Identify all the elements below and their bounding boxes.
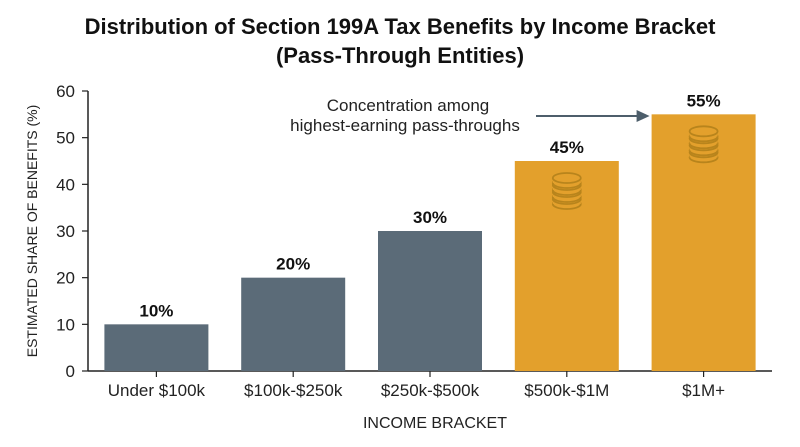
coin-top	[688, 125, 719, 138]
y-tick-label: 20	[56, 269, 75, 288]
annotation-line-1: Concentration among	[327, 96, 490, 115]
data-label: 55%	[687, 91, 721, 110]
data-label: 20%	[276, 255, 310, 274]
x-axis-title: INCOME BRACKET	[363, 415, 507, 432]
coin-top	[551, 172, 582, 184]
y-tick-label: 60	[56, 82, 75, 101]
y-tick-label: 30	[56, 222, 75, 241]
annotation-arrow-head	[636, 110, 650, 122]
data-labels: 10% 20% 30% 45% 55%	[139, 91, 720, 320]
coin-stack-icon	[551, 172, 582, 210]
bar	[241, 277, 346, 371]
data-label: 45%	[550, 138, 584, 157]
y-axis-title: ESTIMATED SHARE OF BENEFITS (%)	[24, 105, 40, 358]
annotation-line-2: highest-earning pass-throughs	[290, 116, 520, 135]
bar	[378, 231, 482, 371]
data-label: 30%	[413, 208, 447, 227]
data-label: 10%	[139, 301, 173, 320]
coin-stack-icon	[688, 125, 719, 164]
y-tick-label: 0	[66, 362, 75, 381]
x-tick-label: $1M+	[682, 381, 725, 400]
y-tick-label: 50	[56, 129, 75, 148]
x-tick-label: $100k-$250k	[244, 381, 343, 400]
x-tick-label: $250k-$500k	[381, 381, 480, 400]
axes: 0 10 20 30 40 50 60 Under $100k $100k-$250k $250k…	[56, 82, 772, 400]
bar	[104, 324, 209, 371]
y-tick-label: 40	[56, 175, 75, 194]
x-tick-label: $500k-$1M	[524, 381, 609, 400]
bars	[104, 114, 756, 371]
chart-title: Distribution of Section 199A Tax Benefit…	[0, 12, 800, 70]
chart-title-line-2: (Pass-Through Entities)	[275, 43, 525, 68]
x-tick-label: Under $100k	[108, 381, 206, 400]
chart-title-line-1: Distribution of Section 199A Tax Benefit…	[84, 14, 716, 39]
y-tick-label: 10	[56, 315, 75, 334]
